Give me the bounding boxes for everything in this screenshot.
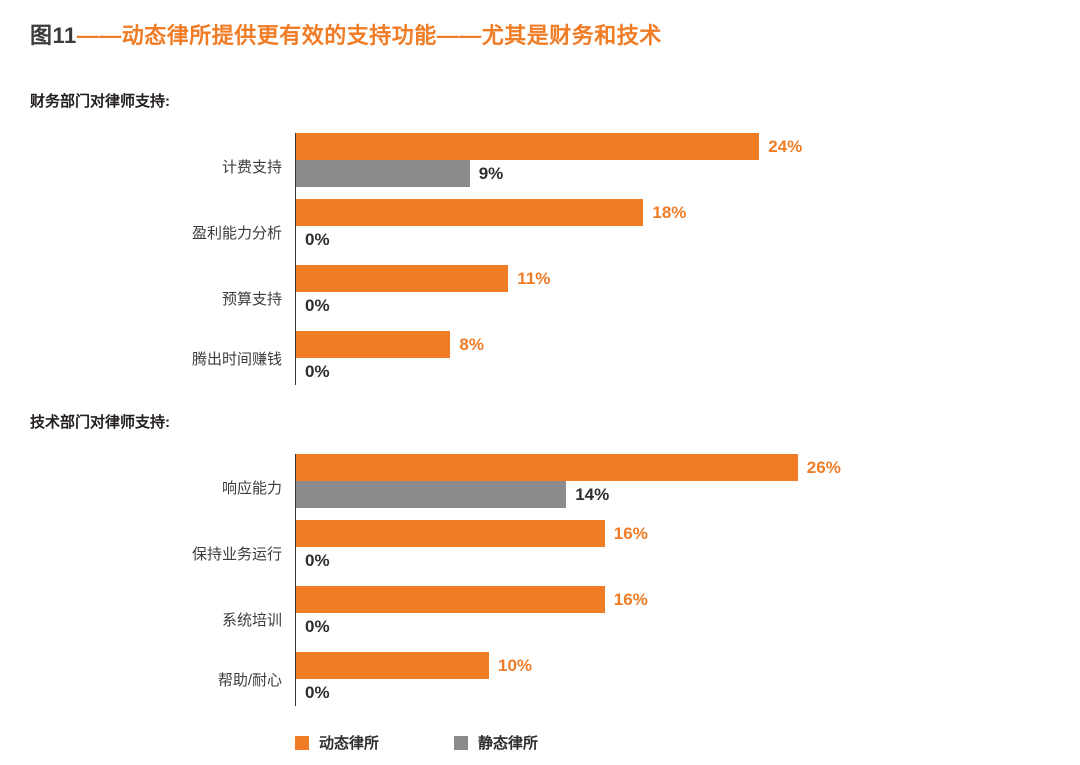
bar-plot: 10% 0% <box>295 652 1050 706</box>
category-label: 盈利能力分析 <box>191 224 282 242</box>
chart-section-title: 技术部门对律师支持: <box>30 414 170 431</box>
category-label: 响应能力 <box>221 479 282 497</box>
bar-plot: 24% 9% <box>295 133 1050 199</box>
bar-line: 24% <box>296 133 1050 160</box>
dynamic-firm-bar <box>296 586 605 613</box>
value-label: 16% <box>613 523 648 543</box>
bar-line: 0% <box>296 292 1050 319</box>
dynamic-firm-bar <box>296 520 605 547</box>
dynamic-firm-bar <box>296 133 760 160</box>
value-label: 9% <box>478 163 504 183</box>
legend-item: 动态律所 <box>295 732 379 753</box>
bar-line: 26% <box>296 454 1050 481</box>
value-label-zero: 0% <box>305 616 330 636</box>
bar-group: 系统培训 16% 0% <box>30 586 1050 652</box>
bar-group: 保持业务运行 16% 0% <box>30 520 1050 586</box>
value-label: 8% <box>459 334 484 354</box>
bar-group: 计费支持 24% 9% <box>30 133 1050 199</box>
legend-swatch <box>295 735 309 750</box>
chart-section-1: 技术部门对律师支持: 响应能力 26% 14% 保持业务运行 16% 0% 系统培训 16% 0%… <box>30 411 1050 706</box>
value-label-zero: 0% <box>305 550 330 570</box>
bar-plot: 18% 0% <box>295 199 1050 265</box>
bar-group: 盈利能力分析 18% 0% <box>30 199 1050 265</box>
bar-line: 10% <box>296 652 1050 679</box>
bar-line: 0% <box>296 679 1050 706</box>
bar-line: 0% <box>296 358 1050 385</box>
category-label: 保持业务运行 <box>191 545 282 563</box>
value-label-zero: 0% <box>305 229 330 249</box>
dynamic-firm-bar <box>296 265 509 292</box>
figure-title-text: ——动态律所提供更有效的支持功能——尤其是财务和技术 <box>76 23 662 48</box>
bar-group: 腾出时间赚钱 8% 0% <box>30 331 1050 385</box>
value-label-zero: 0% <box>305 682 330 702</box>
bar-plot: 26% 14% <box>295 454 1050 520</box>
bar-plot: 11% 0% <box>295 265 1050 331</box>
legend-swatch <box>454 735 469 750</box>
bar-line: 0% <box>296 547 1050 574</box>
value-label: 18% <box>652 202 687 222</box>
legend-item: 静态律所 <box>454 732 538 753</box>
bar-line: 14% <box>296 481 1050 508</box>
category-label: 系统培训 <box>221 611 282 629</box>
value-label: 26% <box>806 457 841 477</box>
bar-plot: 8% 0% <box>295 331 1050 385</box>
bar-group: 帮助/耐心 10% 0% <box>30 652 1050 706</box>
category-label: 帮助/耐心 <box>217 671 282 689</box>
bar-line: 16% <box>296 520 1050 547</box>
value-label-zero: 0% <box>305 295 330 315</box>
value-label: 24% <box>768 136 803 156</box>
figure-title: 图11——动态律所提供更有效的支持功能——尤其是财务和技术 <box>30 18 1050 50</box>
figure-number: 图11 <box>30 23 77 48</box>
category-label: 计费支持 <box>221 158 282 176</box>
value-label: 16% <box>613 589 648 609</box>
bar-plot: 16% 0% <box>295 586 1050 652</box>
bar-group: 预算支持 11% 0% <box>30 265 1050 331</box>
bar-plot: 16% 0% <box>295 520 1050 586</box>
chart-section-0: 财务部门对律师支持: 计费支持 24% 9% 盈利能力分析 18% 0% 预算支持 11% 0% 腾… <box>30 90 1050 385</box>
bar-line: 9% <box>296 160 1050 187</box>
category-label: 预算支持 <box>221 290 282 308</box>
bar-line: 11% <box>296 265 1050 292</box>
bar-group: 响应能力 26% 14% <box>30 454 1050 520</box>
static-firm-bar <box>296 160 470 187</box>
value-label: 14% <box>575 484 610 504</box>
dynamic-firm-bar <box>296 199 644 226</box>
bar-line: 16% <box>296 586 1050 613</box>
charts-container: 财务部门对律师支持: 计费支持 24% 9% 盈利能力分析 18% 0% 预算支持 11% 0% 腾… <box>30 90 1050 706</box>
static-firm-bar <box>296 481 567 508</box>
legend: 动态律所 静态律所 <box>295 732 1050 753</box>
bar-line: 0% <box>296 226 1050 253</box>
value-label: 11% <box>517 268 551 288</box>
legend-label: 静态律所 <box>478 735 539 752</box>
dynamic-firm-bar <box>296 454 798 481</box>
chart-section-title: 财务部门对律师支持: <box>30 93 170 110</box>
value-label-zero: 0% <box>305 361 330 381</box>
dynamic-firm-bar <box>296 652 489 679</box>
legend-label: 动态律所 <box>319 735 380 752</box>
bar-line: 0% <box>296 613 1050 640</box>
category-label: 腾出时间赚钱 <box>191 350 282 368</box>
bar-line: 8% <box>296 331 1050 358</box>
dynamic-firm-bar <box>296 331 451 358</box>
value-label: 10% <box>498 655 533 675</box>
bar-line: 18% <box>296 199 1050 226</box>
